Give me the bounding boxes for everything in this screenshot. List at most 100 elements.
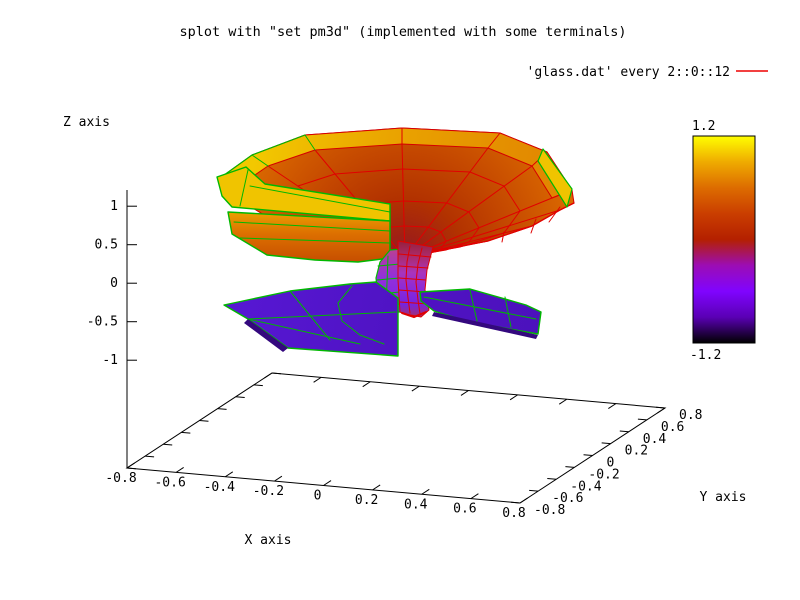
z-tick-label: 0.5 — [95, 238, 118, 253]
right-wing-mesh — [423, 296, 537, 320]
ribbon-side-seam — [233, 221, 391, 232]
y-tick — [510, 501, 521, 504]
x-tick-mirror — [657, 407, 666, 414]
y-axis-label: Y axis — [700, 490, 747, 505]
left-wing-mesh — [247, 311, 397, 320]
y-tick-label: -0.6 — [552, 491, 583, 506]
x-axis-label: X axis — [245, 533, 292, 548]
bowl-ring — [297, 168, 521, 253]
y-tick — [583, 454, 593, 456]
outer-wall-divider — [548, 206, 561, 223]
left-wing-mesh — [337, 285, 385, 345]
y-tick-mirror — [253, 384, 263, 387]
chart-title: splot with "set pm3d" (implemented with … — [179, 24, 626, 40]
z-tick-label: 0 — [110, 276, 118, 291]
colorbar-gradient — [692, 135, 756, 344]
x-tick-label: 0.8 — [502, 506, 525, 521]
stem-mesh — [398, 253, 432, 258]
flare-mesh — [377, 263, 401, 267]
x-tick-label: 0 — [314, 489, 322, 504]
right-wing-mesh — [504, 296, 512, 328]
ribbon-top-seam — [239, 169, 249, 207]
x-tick — [274, 475, 283, 482]
x-tick — [224, 471, 234, 478]
y-tick-label: 0.6 — [661, 420, 684, 435]
stem-mesh — [398, 277, 427, 281]
x-tick-mirror — [264, 372, 273, 379]
x-tick-label: 0.4 — [404, 497, 428, 512]
y-tick-mirror — [163, 443, 173, 446]
right-wing — [419, 288, 542, 335]
x-tick-mirror — [313, 376, 322, 383]
ribbon-top — [216, 166, 391, 222]
x-tick-label: -0.8 — [105, 471, 136, 486]
right-wing-mesh — [469, 289, 478, 322]
x-tick — [470, 493, 479, 500]
band-divider — [251, 154, 269, 167]
bowl-front-edge — [407, 202, 575, 254]
colorbar-max-label: 1.2 — [692, 119, 715, 134]
right-wing-edge — [432, 312, 538, 339]
y-tick-mirror — [271, 372, 282, 375]
y-tick — [637, 418, 647, 421]
z-axis-label: Z axis — [63, 115, 110, 130]
x-tick-mirror — [460, 390, 469, 396]
x-tick-label: -0.6 — [154, 475, 185, 490]
x-tick-label: -0.4 — [204, 480, 235, 495]
flare-mesh — [376, 277, 401, 281]
rim-cut-facet — [537, 148, 573, 208]
z-tick-label: 1 — [110, 199, 118, 214]
x-tick-label: 0.2 — [355, 493, 378, 508]
colorbar-layer — [692, 135, 756, 344]
x-tick — [421, 488, 430, 495]
ribbon-side-seam — [239, 237, 391, 244]
left-wing-edge — [244, 319, 288, 352]
x-tick-label: 0.6 — [453, 502, 476, 517]
x-tick — [519, 497, 528, 504]
surface-layer — [216, 127, 575, 357]
legend-label: 'glass.dat' every 2::0::12 — [527, 65, 731, 80]
x-tick-mirror — [558, 398, 568, 405]
left-wing-mesh — [247, 318, 361, 345]
y-tick — [565, 466, 575, 468]
z-tick-label: -1 — [102, 353, 118, 368]
y-tick — [529, 489, 539, 492]
left-wing-mesh — [289, 290, 331, 341]
y-tick-label: 0.4 — [643, 432, 667, 447]
left-wing — [223, 281, 399, 357]
y-tick-mirror — [199, 420, 209, 422]
y-tick-label: 0.2 — [625, 444, 648, 459]
x-tick-mirror — [608, 403, 617, 409]
y-tick — [601, 442, 611, 445]
ribbon-top-seam — [249, 185, 391, 213]
x-tick — [175, 467, 184, 473]
x-tick — [126, 462, 135, 469]
x-tick-mirror — [509, 394, 518, 401]
y-tick — [547, 477, 557, 480]
y-tick-mirror — [181, 431, 191, 434]
y-tick — [655, 406, 666, 409]
ribbon-side — [227, 211, 391, 263]
x-tick — [323, 480, 332, 486]
y-tick-label: -0.4 — [570, 479, 601, 494]
x-tick-label: -0.2 — [253, 484, 284, 499]
y-tick-label: -0.2 — [588, 467, 619, 482]
x-tick — [372, 484, 381, 491]
axes-layer: -0.8 -0.6 -0.4 -0.2 0 0.2 0.4 0.6 0.8 -0.8-0.6-0.… — [87, 190, 702, 521]
x-tick-mirror — [411, 385, 420, 392]
z-tick-label: -0.5 — [87, 315, 118, 330]
y-tick-label: 0 — [607, 456, 615, 471]
band-left-edge — [219, 134, 306, 179]
stem-mesh — [398, 265, 429, 269]
colorbar-min-label: -1.2 — [690, 348, 721, 363]
band-divider — [304, 134, 316, 151]
outer-wall-divider — [501, 231, 505, 243]
stem-mesh — [415, 247, 423, 315]
y-tick-label: -0.8 — [534, 503, 565, 518]
y-tick-mirror — [217, 408, 227, 410]
y-tick-mirror — [126, 467, 137, 470]
band-divider — [487, 132, 501, 149]
stem-bottom-edge — [401, 311, 427, 319]
outer-wall-divider — [530, 218, 537, 234]
